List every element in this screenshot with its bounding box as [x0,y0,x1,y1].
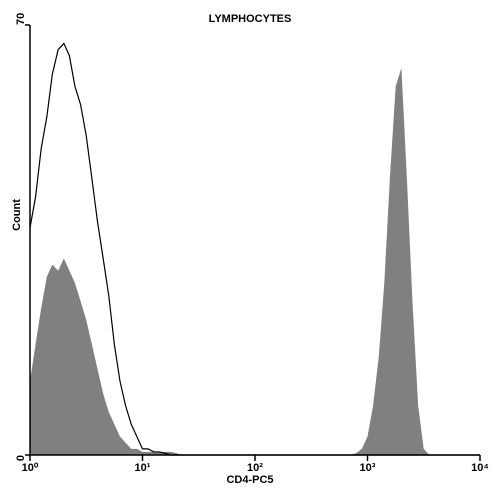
x-tick-label: 10¹ [135,462,151,474]
x-tick-label: 10² [247,462,263,474]
chart-title: LYMPHOCYTES [209,13,292,25]
y-axis-label: Count [11,199,23,231]
x-tick-label: 10³ [360,462,376,474]
y-tick-label: 70 [15,13,27,25]
x-axis-label: CD4-PC5 [226,474,273,486]
x-tick-label: 10⁰ [22,462,39,474]
x-tick-label: 10⁴ [471,462,489,474]
histogram-area [30,68,480,455]
y-tick-label: 0 [15,455,27,461]
